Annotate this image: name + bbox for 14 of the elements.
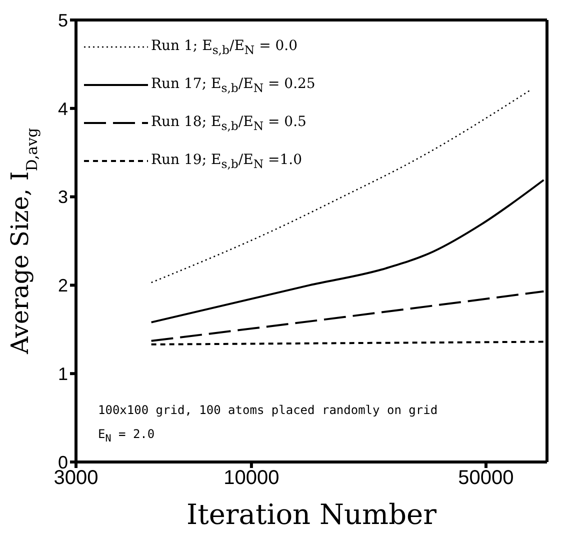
y-tick-label: 1	[58, 364, 68, 384]
x-tick-label: 50000	[458, 467, 514, 490]
y-tick-label: 2	[58, 276, 68, 296]
y-tick-label: 5	[58, 10, 68, 30]
annotation: E$_{N}$ = 2.0	[98, 427, 155, 444]
x-tick-label: 10000	[224, 467, 280, 490]
legend-label: Run 1; E$_{s,b}$/E$_{N}$ = 0.0	[151, 38, 298, 56]
legend-label: Run 19; E$_{s,b}$/E$_{N}$ =1.0	[151, 152, 302, 170]
y-tick-label: 4	[58, 98, 68, 119]
x-axis-title: Iteration Number	[186, 498, 438, 531]
legend-label: Run 17; E$_{s,b}$/E$_{N}$ = 0.25	[151, 76, 316, 94]
y-tick-label: 3	[58, 187, 68, 208]
legend-label: Run 18; E$_{s,b}$/E$_{N}$ = 0.5	[151, 114, 306, 132]
annotation: 100x100 grid, 100 atoms placed randomly on grid	[98, 403, 438, 417]
